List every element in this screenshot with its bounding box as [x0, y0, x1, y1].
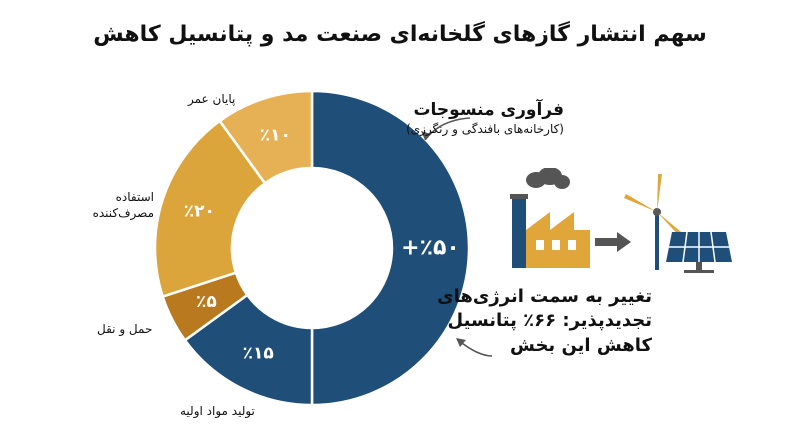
slice-value-label-0: ٪۵۰+ [401, 236, 460, 261]
arrow-right-icon [595, 232, 631, 252]
label-consumer-use: استفاده مصرف‌کننده [92, 190, 154, 221]
factory-icon [510, 168, 590, 268]
callout-arrowhead-top [421, 131, 431, 140]
callout-renewable-shift: تغییر به سمت انرژی‌های تجدیدپذیر: ۶۶٪ پت… [437, 286, 652, 356]
slice-value-label-3: ٪۲۰ [184, 201, 215, 221]
chart-title: سهم انتشار گازهای گلخانه‌ای صنعت مد و پت… [93, 22, 707, 47]
donut-slice-0 [310, 89, 471, 407]
callout-textile-title: فرآوری منسوجات [413, 100, 564, 120]
slice-value-label-1: ٪۱۵ [243, 344, 274, 364]
slice-value-label-4: ٪۱۰ [260, 125, 291, 145]
donut-slice-4 [217, 89, 314, 186]
label-end-of-life: پایان عمر [188, 92, 236, 106]
slice-value-label-2: ٪۵ [196, 292, 217, 312]
renewable-illustration [510, 168, 732, 273]
callout-textile: فرآوری منسوجات (کارخانه‌های بافندگی و رن… [406, 100, 564, 136]
label-raw-materials: تولید مواد اولیه [180, 404, 255, 418]
label-transport: حمل و نقل [97, 322, 153, 336]
callout-textile-sub: (کارخانه‌های بافندگی و رنگرزی) [406, 122, 564, 136]
solar-panel-icon [666, 231, 732, 273]
callout-arrowhead-bottom [456, 338, 466, 347]
donut-slice-3 [153, 119, 267, 299]
